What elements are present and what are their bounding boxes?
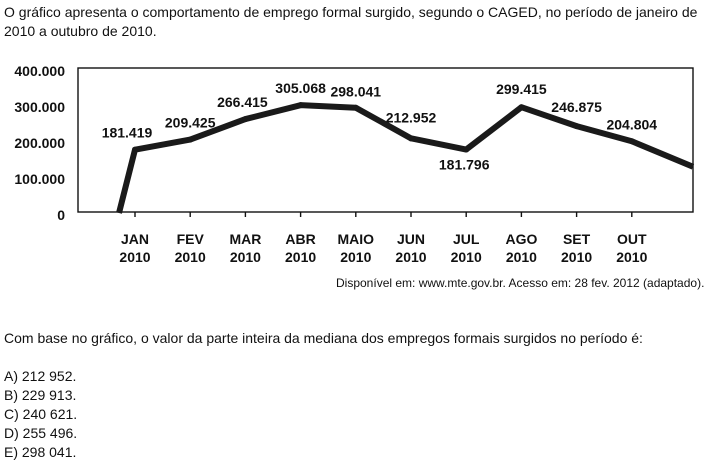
question-text: Com base no gráfico, o valor da parte in… [4,330,643,346]
data-point [297,102,304,109]
data-label: 305.068 [275,80,326,96]
data-point [463,146,470,153]
data-label: 181.419 [102,125,153,141]
data-label: 209.425 [165,115,216,131]
intro-text: O gráfico apresenta o comportamento de e… [4,4,698,39]
data-point [132,146,138,153]
option-a[interactable]: A) 212 952. [4,368,77,384]
option-b[interactable]: B) 229 913. [4,387,77,403]
answer-options: A) 212 952. B) 229 913. C) 240 621. D) 2… [4,367,77,462]
plot-frame [77,67,694,213]
series-line [116,102,695,214]
data-point [187,136,194,143]
data-point [352,104,359,111]
x-tick-label: MAR 2010 [229,231,261,265]
y-tick-label: 400.000 [14,63,65,79]
data-label: 298.041 [330,84,381,100]
data-point [408,135,414,142]
data-label: 204.804 [606,116,657,132]
data-label: 246.875 [551,99,602,115]
option-d[interactable]: D) 255 496. [4,425,78,441]
option-e[interactable]: E) 298 041. [4,444,77,460]
x-tick-label: JUL 2010 [451,231,482,265]
data-label: 266.415 [217,94,268,110]
x-tick-label: FEV 2010 [175,231,206,265]
option-c[interactable]: C) 240 621. [4,406,78,422]
y-tick-label: 0 [57,207,65,223]
x-tick-label: JUN 2010 [395,231,426,265]
y-tick-label: 100.000 [14,171,65,187]
data-label: 212.952 [386,109,437,125]
data-point [628,138,635,145]
x-tick-label: AGO 2010 [505,231,537,265]
data-label: 299.415 [496,81,547,97]
source-citation: Disponível em: www.mte.gov.br. Acesso em… [336,276,705,290]
y-tick-label: 300.000 [14,99,65,115]
y-tick-label: 200.000 [14,135,65,151]
x-tick-label: JAN 2010 [119,231,150,265]
data-label: 181.796 [439,157,490,173]
x-tick-label: OUT 2010 [616,231,647,265]
data-point [573,123,580,130]
x-tick-label: SET 2010 [561,231,592,265]
line-chart: 0 100.000 200.000 300.000 400.000 JAN 2010 FEV 2… [14,63,695,265]
data-point [518,104,525,111]
x-tick-label: MAIO 2010 [338,231,375,265]
data-point [242,116,249,123]
x-tick-label: ABR 2010 [285,231,316,265]
